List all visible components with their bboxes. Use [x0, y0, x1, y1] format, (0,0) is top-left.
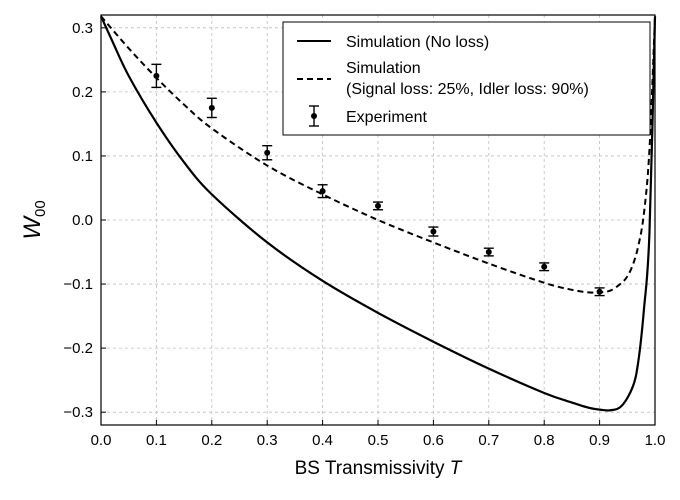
- x-tick-label: 1.0: [645, 432, 666, 449]
- data-point-marker: [375, 202, 381, 209]
- series-line-lossy: [100, 15, 656, 294]
- series-curves: [99, 15, 657, 412]
- x-tick-label: 0.7: [478, 432, 499, 449]
- x-tick-label: 0.4: [312, 432, 333, 449]
- x-tick-label: 0.9: [589, 432, 610, 449]
- data-point-marker: [430, 228, 437, 235]
- data-point: [428, 226, 439, 237]
- data-point-marker: [596, 288, 603, 295]
- legend-box: [282, 21, 651, 136]
- x-axis-label: BS Transmissivity T: [295, 458, 463, 479]
- experiment-points: [151, 63, 605, 297]
- y-tick-label: −0.1: [63, 276, 93, 293]
- y-tick-label: 0.1: [72, 148, 93, 165]
- data-point-marker: [153, 72, 160, 79]
- legend-point-marker: [311, 113, 317, 119]
- x-axis-variable: T: [450, 458, 463, 479]
- x-tick-label: 0.2: [201, 432, 222, 449]
- y-axis-symbol: W: [19, 215, 46, 240]
- data-point: [262, 144, 273, 161]
- x-tick-label: 0.5: [368, 432, 389, 449]
- y-axis-label: W00: [19, 200, 49, 239]
- legend-label-experiment: Experiment: [346, 109, 427, 126]
- data-point: [594, 287, 605, 297]
- data-point-marker: [541, 263, 548, 270]
- series-line-no-loss: [99, 15, 657, 412]
- x-tick-label: 0.1: [146, 432, 167, 449]
- y-tick-label: 0.0: [72, 212, 93, 229]
- data-point-marker: [319, 188, 326, 195]
- data-point: [206, 97, 217, 119]
- data-point: [317, 184, 328, 199]
- y-axis-subscript: 00: [32, 200, 49, 217]
- y-tick-label: −0.3: [63, 404, 93, 421]
- data-point-marker: [264, 149, 271, 156]
- legend-errorbar-marker: [309, 105, 319, 127]
- data-point: [151, 63, 162, 89]
- data-point: [373, 201, 383, 211]
- data-point-marker: [485, 249, 492, 256]
- x-tick-label: 0.3: [257, 432, 278, 449]
- data-point: [483, 247, 494, 257]
- legend-label-lossy-line1: Simulation: [346, 60, 421, 77]
- data-point-marker: [208, 104, 215, 111]
- legend-label-lossy-line2: (Signal loss: 25%, Idler loss: 90%): [346, 81, 589, 98]
- y-tick-label: 0.2: [72, 84, 93, 101]
- x-tick-label: 0.6: [423, 432, 444, 449]
- x-tick-label: 0.0: [91, 432, 112, 449]
- y-tick-label: 0.3: [72, 20, 93, 37]
- y-tick-label: −0.2: [63, 340, 93, 357]
- axis-ticks: 0.0 0.1 0.2 0.3 0.4 0.5 0.6 0.7 0.8 0.9 1.0 −0.3 −0.…: [63, 20, 665, 449]
- legend-label-no-loss: Simulation (No loss): [346, 34, 489, 51]
- data-point: [539, 262, 550, 272]
- x-axis-label-text: BS Transmissivity: [295, 458, 450, 479]
- x-tick-label: 0.8: [534, 432, 555, 449]
- legend: Simulation (No loss) Simulation (Signal …: [282, 21, 651, 136]
